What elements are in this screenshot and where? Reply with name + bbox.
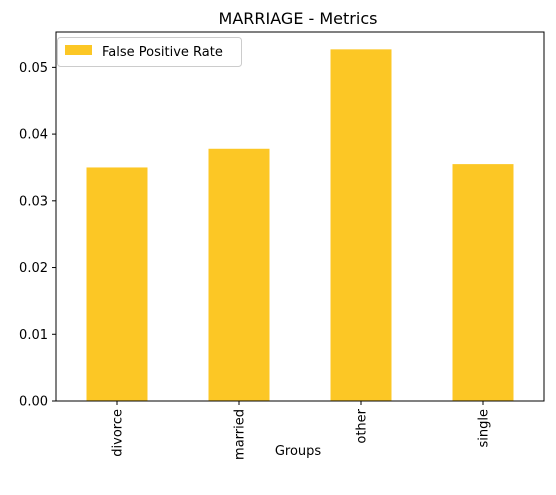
plot-frame <box>55 31 545 402</box>
bar-married <box>208 148 270 401</box>
x-tick-label-divorce: divorce <box>111 409 126 457</box>
x-tick-label-married: married <box>233 409 248 460</box>
legend-box <box>57 37 242 67</box>
legend-label: False Positive Rate <box>102 45 223 60</box>
legend: False Positive Rate <box>57 37 242 67</box>
bars-layer <box>86 49 514 402</box>
y-tick-label: 0.00 <box>19 395 48 410</box>
chart-title: MARRIAGE - Metrics <box>219 9 378 28</box>
x-axis: divorce married other single <box>111 401 492 460</box>
x-tick-label-other: other <box>355 408 370 443</box>
legend-swatch <box>65 45 92 55</box>
bar-divorce <box>86 167 148 401</box>
y-tick-label: 0.02 <box>19 261 48 276</box>
x-tick-label-single: single <box>477 409 492 448</box>
bar-single <box>452 164 514 401</box>
y-tick-label: 0.01 <box>19 328 48 343</box>
y-tick-label: 0.03 <box>19 194 48 209</box>
y-tick-label: 0.05 <box>19 61 48 76</box>
y-tick-label: 0.04 <box>19 128 48 143</box>
y-axis: 0.00 0.01 0.02 0.03 0.04 0.05 <box>19 61 56 410</box>
bar-other <box>330 49 392 402</box>
x-axis-label: Groups <box>275 444 322 459</box>
